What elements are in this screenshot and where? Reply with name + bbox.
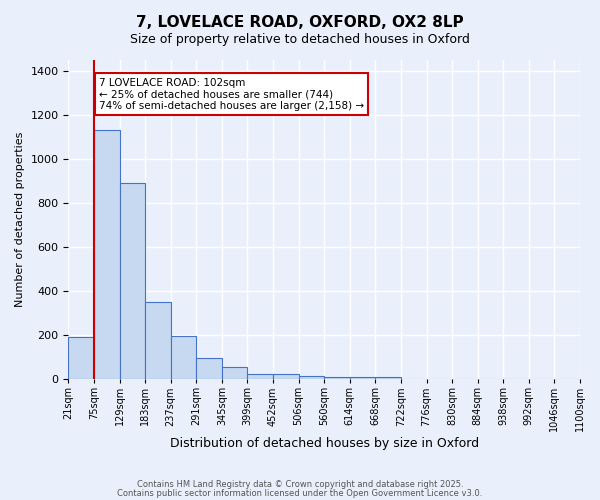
Bar bbox=[299, 376, 324, 379]
Bar bbox=[350, 377, 376, 379]
Text: 7, LOVELACE ROAD, OXFORD, OX2 8LP: 7, LOVELACE ROAD, OXFORD, OX2 8LP bbox=[136, 15, 464, 30]
Bar bbox=[94, 130, 119, 379]
Bar bbox=[247, 374, 273, 379]
Bar bbox=[68, 338, 94, 379]
Text: Size of property relative to detached houses in Oxford: Size of property relative to detached ho… bbox=[130, 32, 470, 46]
Text: Contains HM Land Registry data © Crown copyright and database right 2025.: Contains HM Land Registry data © Crown c… bbox=[137, 480, 463, 489]
Bar bbox=[171, 336, 196, 379]
Bar bbox=[376, 378, 401, 379]
Bar bbox=[324, 377, 350, 379]
Bar bbox=[119, 184, 145, 379]
Y-axis label: Number of detached properties: Number of detached properties bbox=[15, 132, 25, 308]
Text: 7 LOVELACE ROAD: 102sqm
← 25% of detached houses are smaller (744)
74% of semi-d: 7 LOVELACE ROAD: 102sqm ← 25% of detache… bbox=[99, 78, 364, 111]
Bar bbox=[222, 366, 247, 379]
X-axis label: Distribution of detached houses by size in Oxford: Distribution of detached houses by size … bbox=[170, 437, 479, 450]
Bar bbox=[196, 358, 222, 379]
Bar bbox=[145, 302, 171, 379]
Text: Contains public sector information licensed under the Open Government Licence v3: Contains public sector information licen… bbox=[118, 488, 482, 498]
Bar bbox=[273, 374, 299, 379]
